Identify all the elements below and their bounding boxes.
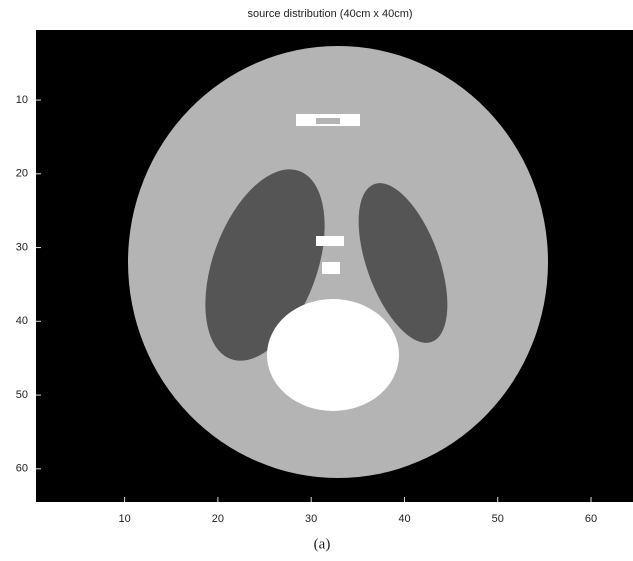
x-tick-label: 10 xyxy=(118,513,130,525)
y-tick-label: 40 xyxy=(16,315,28,327)
spine-gap xyxy=(316,118,340,124)
small-feature xyxy=(316,236,344,246)
y-tick-label: 20 xyxy=(16,168,28,180)
page: {"chart_data": {"type": "image", "title"… xyxy=(0,0,633,561)
x-tick-label: 40 xyxy=(398,513,410,525)
x-tick-label: 30 xyxy=(305,513,317,525)
small-feature xyxy=(322,262,340,274)
y-tick-label: 30 xyxy=(16,241,28,253)
image xyxy=(36,30,633,502)
chart: source distribution (40cm x 40cm) (a) 10… xyxy=(0,0,633,561)
chart-title: source distribution (40cm x 40cm) xyxy=(247,8,412,20)
y-tick-label: 10 xyxy=(16,94,28,106)
x-tick-label: 20 xyxy=(212,513,224,525)
y-tick-label: 50 xyxy=(16,389,28,401)
x-tick-label: 50 xyxy=(492,513,504,525)
y-tick-label: 60 xyxy=(16,463,28,475)
caption: (a) xyxy=(314,536,331,552)
heart xyxy=(267,299,399,411)
x-tick-label: 60 xyxy=(585,513,597,525)
